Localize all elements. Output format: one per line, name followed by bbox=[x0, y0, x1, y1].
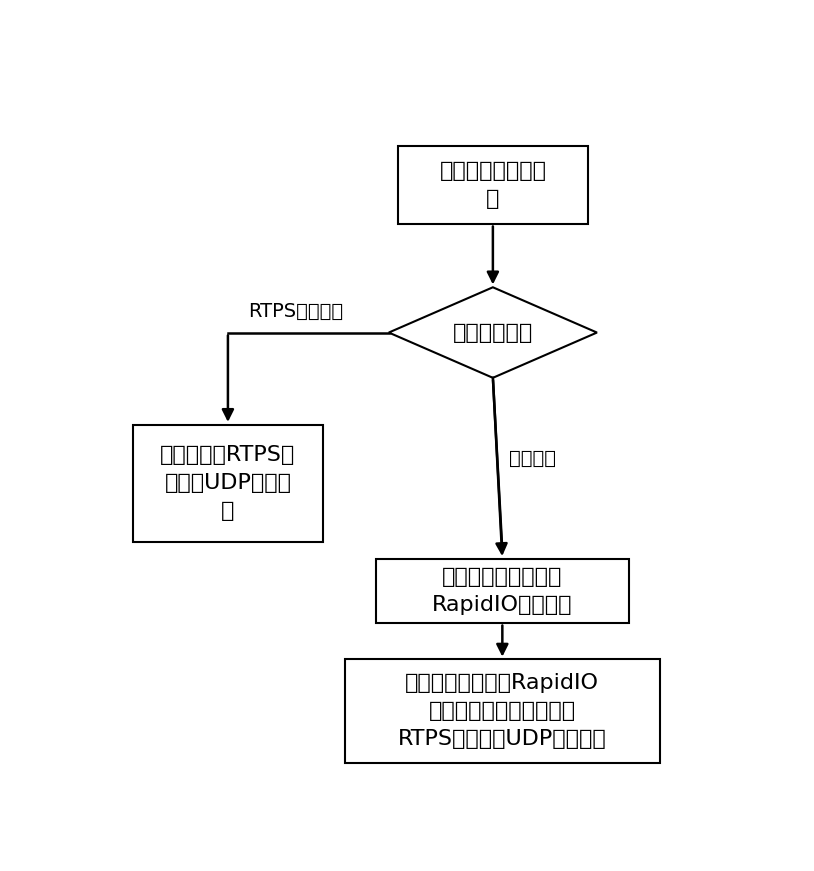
Polygon shape bbox=[389, 287, 597, 378]
Text: 将业务消息已写入RapidIO
总线端口的通知数据写入
RTPS协议公共UDP广播端口: 将业务消息已写入RapidIO 总线端口的通知数据写入 RTPS协议公共UDP广… bbox=[398, 673, 606, 749]
Text: RTPS协议消息: RTPS协议消息 bbox=[248, 301, 344, 321]
Text: 将业务消息数据写入
RapidIO总线端口: 将业务消息数据写入 RapidIO总线端口 bbox=[432, 567, 572, 615]
Text: 待发送的消息数据
包: 待发送的消息数据 包 bbox=[440, 161, 546, 209]
Text: 业务消息: 业务消息 bbox=[509, 449, 556, 468]
Bar bbox=[344, 659, 660, 764]
Bar bbox=[133, 425, 322, 542]
Bar bbox=[376, 559, 628, 623]
Text: 将数据写入RTPS协
议公共UDP广播端
口: 将数据写入RTPS协 议公共UDP广播端 口 bbox=[160, 445, 295, 522]
Text: 判定消息类型: 判定消息类型 bbox=[453, 322, 533, 342]
Bar bbox=[398, 146, 588, 224]
